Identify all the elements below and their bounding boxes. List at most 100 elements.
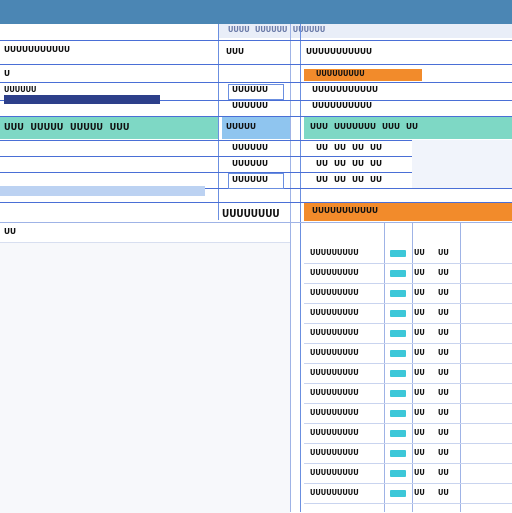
row-value-1: UU <box>414 249 425 258</box>
row-name: UUUUUUUUU <box>310 409 359 418</box>
mid-col-7: UUUUUU <box>232 176 269 186</box>
row-name: UUUUUUUUU <box>310 249 359 258</box>
row-name: UUUUUUUUU <box>310 369 359 378</box>
right-orange-tag[interactable] <box>304 69 422 81</box>
grid-line <box>0 222 512 223</box>
row-value-2: UU <box>438 429 449 438</box>
table-row[interactable]: UUUUUUUUU UU UU <box>304 344 512 364</box>
mid-cell-box[interactable] <box>228 84 284 100</box>
row-value-1: UU <box>414 449 425 458</box>
left-section-label: UUUUUUUU <box>222 208 280 220</box>
left-blue-bar <box>0 186 205 196</box>
row-value-2: UU <box>438 269 449 278</box>
divider-left <box>218 24 219 220</box>
mid-col-3: UUUUUU <box>232 102 269 112</box>
teal-row-mid-label: UUUUU <box>226 123 257 133</box>
table-row[interactable]: UUUUUUUUU UU UU <box>304 484 512 504</box>
row-name: UUUUUUUUU <box>310 349 359 358</box>
table-row[interactable]: UUUUUUUUU UU UU <box>304 324 512 344</box>
table-header-bar <box>304 203 512 221</box>
table-col-line <box>412 222 413 512</box>
mid-col-6: UUUUUU <box>232 160 269 170</box>
row-value-2: UU <box>438 489 449 498</box>
divider-mid <box>290 24 291 512</box>
row-value-1: UU <box>414 409 425 418</box>
grid-line <box>0 64 512 65</box>
row-value-1: UU <box>414 349 425 358</box>
row-value-2: UU <box>438 469 449 478</box>
window-titlebar <box>0 0 512 24</box>
row-name: UUUUUUUUU <box>310 309 359 318</box>
row-value-1: UU <box>414 329 425 338</box>
table-row[interactable]: UUUUUUUUU UU UU <box>304 364 512 384</box>
table-row[interactable]: UUUUUUUUU UU UU <box>304 244 512 264</box>
table-row[interactable]: UUUUUUUUU UU UU <box>304 384 512 404</box>
teal-row-left[interactable] <box>0 117 218 139</box>
teal-row-right-label: UUU UUUUUUU UUU UU <box>310 123 419 133</box>
divider-right <box>300 24 301 512</box>
grid-line <box>0 156 512 157</box>
right-row-1: UUUUUUUUUUU <box>312 86 379 96</box>
left-content-panel <box>0 242 290 513</box>
table-row[interactable]: UUUUUUUUU UU UU <box>304 424 512 444</box>
right-row-4: UU UU UU UU <box>316 160 383 170</box>
table-row[interactable]: UUUUUUUUU UU UU <box>304 284 512 304</box>
table-row[interactable]: UUUUUUUUU UU UU <box>304 464 512 484</box>
status-badge <box>390 350 406 357</box>
left-sub-label: UU <box>4 228 17 238</box>
status-badge <box>390 310 406 317</box>
mid-col-1: UUU <box>226 48 245 58</box>
row-name: UUUUUUUUU <box>310 269 359 278</box>
row-value-2: UU <box>438 329 449 338</box>
row-name: UUUUUUUUU <box>310 489 359 498</box>
row-value-1: UU <box>414 389 425 398</box>
row-value-2: UU <box>438 249 449 258</box>
row-name: UUUUUUUUU <box>310 469 359 478</box>
right-row-2: UUUUUUUUUU <box>312 102 373 112</box>
right-orange-label: UUUUUUUUU <box>316 70 365 79</box>
row-name: UUUUUUUUU <box>310 429 359 438</box>
table-row[interactable]: UUUUUUUUU UU UU <box>304 404 512 424</box>
row-value-1: UU <box>414 429 425 438</box>
status-badge <box>390 490 406 497</box>
grid-line <box>0 172 512 173</box>
table-row[interactable]: UUUUUUUUU UU UU <box>304 304 512 324</box>
teal-row-right[interactable] <box>304 117 512 139</box>
row-value-2: UU <box>438 449 449 458</box>
mid-col-5: UUUUUU <box>232 144 269 154</box>
row-name: UUUUUUUUU <box>310 449 359 458</box>
left-row-2[interactable]: U <box>4 70 11 80</box>
row-name: UUUUUUUUU <box>310 289 359 298</box>
grid-line <box>0 116 512 117</box>
status-badge <box>390 270 406 277</box>
status-badge <box>390 430 406 437</box>
teal-row-mid[interactable] <box>222 117 290 139</box>
teal-row-left-label: UUU UUUUU UUUUU UUU <box>4 123 130 134</box>
mid-cell-box[interactable] <box>228 173 284 189</box>
row-name: UUUUUUUUU <box>310 329 359 338</box>
status-badge <box>390 390 406 397</box>
left-navy-bar[interactable] <box>4 95 160 104</box>
table-header-label: UUUUUUUUUUU <box>312 207 379 217</box>
right-side-panel <box>412 140 512 188</box>
row-value-1: UU <box>414 369 425 378</box>
row-value-2: UU <box>438 409 449 418</box>
row-value-2: UU <box>438 349 449 358</box>
row-value-1: UU <box>414 289 425 298</box>
status-badge <box>390 250 406 257</box>
right-col-header: UUUUUUUUUUU <box>306 48 373 58</box>
row-value-1: UU <box>414 469 425 478</box>
status-badge <box>390 410 406 417</box>
left-row-1[interactable]: UUUUUUUUUUU <box>4 46 71 56</box>
status-badge <box>390 330 406 337</box>
left-row-3[interactable]: UUUUUU <box>4 86 37 95</box>
row-value-1: UU <box>414 489 425 498</box>
row-value-2: UU <box>438 369 449 378</box>
grid-line <box>0 100 512 101</box>
status-badge <box>390 290 406 297</box>
row-value-2: UU <box>438 389 449 398</box>
mid-col-2: UUUUUU <box>232 86 269 96</box>
table-row[interactable]: UUUUUUUUU UU UU <box>304 264 512 284</box>
row-value-2: UU <box>438 289 449 298</box>
table-row[interactable]: UUUUUUUUU UU UU <box>304 444 512 464</box>
